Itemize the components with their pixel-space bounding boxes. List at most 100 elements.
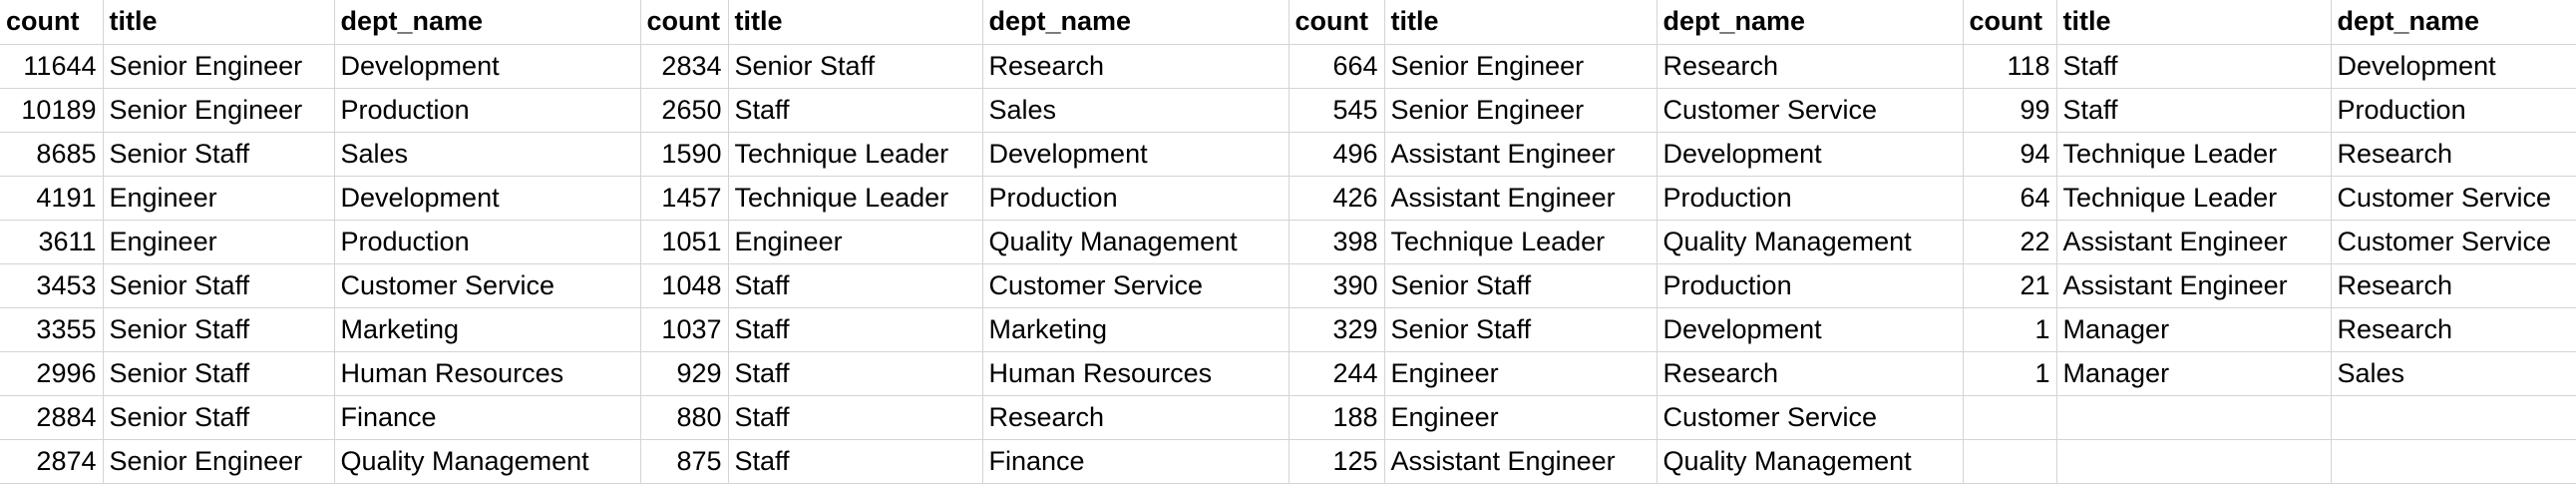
count-cell[interactable]: 329 <box>1288 307 1385 352</box>
count-cell[interactable]: 545 <box>1288 88 1385 133</box>
count-cell[interactable]: 929 <box>640 351 729 396</box>
title-cell[interactable]: Senior Staff <box>1384 263 1657 308</box>
count-cell[interactable]: 1457 <box>640 176 729 221</box>
count-cell[interactable]: 21 <box>1963 263 2057 308</box>
count-cell[interactable]: 11644 <box>0 44 104 89</box>
count-header[interactable]: count <box>640 0 729 45</box>
dept-name-cell[interactable]: Sales <box>982 88 1289 133</box>
count-cell[interactable]: 1 <box>1963 307 2057 352</box>
count-cell[interactable]: 94 <box>1963 132 2057 177</box>
count-cell[interactable]: 64 <box>1963 176 2057 221</box>
title-cell[interactable]: Assistant Engineer <box>2056 220 2332 264</box>
count-cell[interactable]: 1037 <box>640 307 729 352</box>
dept-name-cell[interactable]: Customer Service <box>1656 88 1964 133</box>
title-cell[interactable]: Engineer <box>103 220 335 264</box>
count-cell[interactable]: 188 <box>1288 395 1385 440</box>
dept-name-cell[interactable]: Production <box>982 176 1289 221</box>
count-cell[interactable]: 2834 <box>640 44 729 89</box>
title-cell[interactable]: Manager <box>2056 351 2332 396</box>
title-cell[interactable]: Assistant Engineer <box>1384 132 1657 177</box>
dept-name-cell[interactable]: Marketing <box>982 307 1289 352</box>
count-cell[interactable]: 3611 <box>0 220 104 264</box>
title-cell[interactable]: Staff <box>2056 88 2332 133</box>
count-cell[interactable] <box>1963 439 2057 484</box>
dept-name-header[interactable]: dept_name <box>2331 0 2576 45</box>
title-cell[interactable]: Senior Engineer <box>1384 88 1657 133</box>
count-cell[interactable]: 398 <box>1288 220 1385 264</box>
count-cell[interactable]: 2874 <box>0 439 104 484</box>
dept-name-cell[interactable]: Customer Service <box>982 263 1289 308</box>
title-header[interactable]: title <box>2056 0 2332 45</box>
title-cell[interactable]: Assistant Engineer <box>2056 263 2332 308</box>
dept-name-cell[interactable]: Human Resources <box>334 351 641 396</box>
dept-name-cell[interactable]: Research <box>2331 263 2576 308</box>
dept-name-cell[interactable]: Production <box>334 88 641 133</box>
title-cell[interactable]: Senior Staff <box>1384 307 1657 352</box>
count-cell[interactable]: 1 <box>1963 351 2057 396</box>
dept-name-cell[interactable]: Human Resources <box>982 351 1289 396</box>
count-cell[interactable] <box>1963 395 2057 440</box>
dept-name-cell[interactable]: Research <box>982 395 1289 440</box>
title-cell[interactable]: Manager <box>2056 307 2332 352</box>
count-cell[interactable]: 2996 <box>0 351 104 396</box>
count-cell[interactable]: 10189 <box>0 88 104 133</box>
title-cell[interactable] <box>2056 439 2332 484</box>
title-cell[interactable]: Senior Staff <box>103 263 335 308</box>
dept-name-cell[interactable]: Customer Service <box>1656 395 1964 440</box>
title-cell[interactable]: Staff <box>728 263 983 308</box>
dept-name-cell[interactable] <box>2331 395 2576 440</box>
dept-name-cell[interactable]: Development <box>1656 132 1964 177</box>
dept-name-cell[interactable]: Development <box>334 44 641 89</box>
title-cell[interactable]: Technique Leader <box>728 176 983 221</box>
title-cell[interactable]: Senior Staff <box>103 307 335 352</box>
count-cell[interactable]: 496 <box>1288 132 1385 177</box>
dept-name-cell[interactable]: Customer Service <box>2331 220 2576 264</box>
count-cell[interactable]: 1590 <box>640 132 729 177</box>
count-header[interactable]: count <box>1288 0 1385 45</box>
title-cell[interactable] <box>2056 395 2332 440</box>
title-cell[interactable]: Staff <box>2056 44 2332 89</box>
count-cell[interactable]: 244 <box>1288 351 1385 396</box>
count-cell[interactable]: 4191 <box>0 176 104 221</box>
dept-name-cell[interactable]: Customer Service <box>2331 176 2576 221</box>
dept-name-cell[interactable] <box>2331 439 2576 484</box>
dept-name-cell[interactable]: Production <box>1656 263 1964 308</box>
dept-name-cell[interactable]: Marketing <box>334 307 641 352</box>
count-header[interactable]: count <box>1963 0 2057 45</box>
title-cell[interactable]: Senior Engineer <box>1384 44 1657 89</box>
dept-name-cell[interactable]: Sales <box>334 132 641 177</box>
title-cell[interactable]: Engineer <box>728 220 983 264</box>
title-cell[interactable]: Staff <box>728 88 983 133</box>
title-header[interactable]: title <box>728 0 983 45</box>
title-cell[interactable]: Senior Engineer <box>103 439 335 484</box>
count-cell[interactable]: 875 <box>640 439 729 484</box>
count-cell[interactable]: 8685 <box>0 132 104 177</box>
count-cell[interactable]: 125 <box>1288 439 1385 484</box>
dept-name-cell[interactable]: Customer Service <box>334 263 641 308</box>
dept-name-cell[interactable]: Quality Management <box>1656 220 1964 264</box>
title-cell[interactable]: Senior Engineer <box>103 88 335 133</box>
dept-name-header[interactable]: dept_name <box>982 0 1289 45</box>
title-cell[interactable]: Staff <box>728 395 983 440</box>
title-cell[interactable]: Senior Staff <box>103 132 335 177</box>
title-cell[interactable]: Senior Engineer <box>103 44 335 89</box>
title-cell[interactable]: Staff <box>728 307 983 352</box>
dept-name-cell[interactable]: Quality Management <box>1656 439 1964 484</box>
title-cell[interactable]: Engineer <box>1384 351 1657 396</box>
title-cell[interactable]: Engineer <box>1384 395 1657 440</box>
dept-name-cell[interactable]: Development <box>2331 44 2576 89</box>
count-cell[interactable]: 2650 <box>640 88 729 133</box>
dept-name-cell[interactable]: Development <box>1656 307 1964 352</box>
title-header[interactable]: title <box>103 0 335 45</box>
count-cell[interactable]: 390 <box>1288 263 1385 308</box>
title-cell[interactable]: Engineer <box>103 176 335 221</box>
dept-name-cell[interactable]: Research <box>2331 132 2576 177</box>
dept-name-cell[interactable]: Production <box>2331 88 2576 133</box>
count-cell[interactable]: 118 <box>1963 44 2057 89</box>
dept-name-cell[interactable]: Research <box>1656 351 1964 396</box>
count-cell[interactable]: 2884 <box>0 395 104 440</box>
dept-name-cell[interactable]: Production <box>334 220 641 264</box>
dept-name-cell[interactable]: Finance <box>982 439 1289 484</box>
title-cell[interactable]: Technique Leader <box>2056 176 2332 221</box>
count-cell[interactable]: 1048 <box>640 263 729 308</box>
